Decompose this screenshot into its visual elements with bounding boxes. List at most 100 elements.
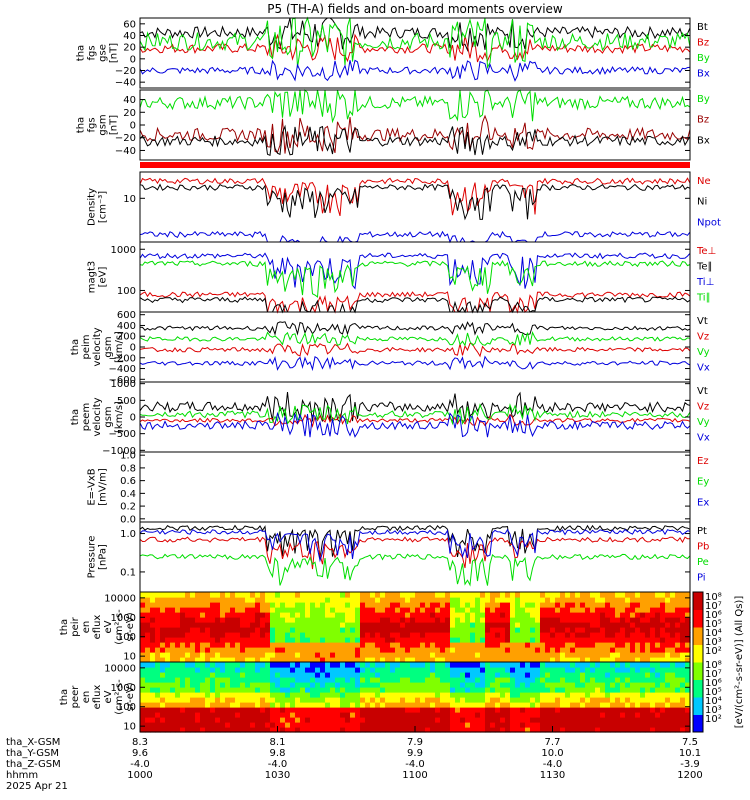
heatmap-cell xyxy=(225,682,231,688)
heatmap-cell xyxy=(495,672,501,678)
heatmap-cell xyxy=(685,722,691,728)
heatmap-cell xyxy=(225,617,231,623)
heatmap-cell xyxy=(320,607,326,613)
heatmap-cell xyxy=(370,592,376,598)
heatmap-cell xyxy=(640,692,646,698)
heatmap-cell xyxy=(520,702,526,708)
heatmap-cell xyxy=(405,607,411,613)
heatmap-cell xyxy=(590,602,596,608)
heatmap-cell xyxy=(615,592,621,598)
heatmap-cell xyxy=(465,667,471,673)
heatmap-cell xyxy=(590,672,596,678)
y-axis-label: sr-eV) xyxy=(125,682,136,711)
heatmap-cell xyxy=(545,672,551,678)
heatmap-cell xyxy=(400,622,406,628)
heatmap-cell xyxy=(540,717,546,723)
heatmap-cell xyxy=(225,707,231,713)
heatmap-cell xyxy=(470,607,476,613)
heatmap-cell xyxy=(525,657,531,663)
heatmap-cell xyxy=(535,692,541,698)
heatmap-cell xyxy=(550,682,556,688)
heatmap-cell xyxy=(330,602,336,608)
heatmap-cell xyxy=(305,607,311,613)
heatmap-cell xyxy=(445,652,451,658)
heatmap-cell xyxy=(285,682,291,688)
series-line-fgs_gse-1 xyxy=(139,33,691,63)
heatmap-cell xyxy=(160,692,166,698)
heatmap-cell xyxy=(395,592,401,598)
heatmap-cell xyxy=(230,702,236,708)
heatmap-cell xyxy=(620,612,626,618)
heatmap-cell xyxy=(240,637,246,643)
heatmap-cell xyxy=(590,677,596,683)
heatmap-cell xyxy=(170,662,176,668)
heatmap-cell xyxy=(475,667,481,673)
heatmap-cell xyxy=(335,692,341,698)
heatmap-cell xyxy=(295,607,301,613)
heatmap-cell xyxy=(335,677,341,683)
heatmap-cell xyxy=(315,612,321,618)
heatmap-cell xyxy=(305,717,311,723)
heatmap-cell xyxy=(360,652,366,658)
heatmap-cell xyxy=(490,632,496,638)
heatmap-cell xyxy=(565,692,571,698)
heatmap-cell xyxy=(280,667,286,673)
heatmap-cell xyxy=(295,657,301,663)
heatmap-cell xyxy=(255,692,261,698)
heatmap-cell xyxy=(455,712,461,718)
heatmap-cell xyxy=(640,637,646,643)
heatmap-cell xyxy=(685,677,691,683)
heatmap-cell xyxy=(385,702,391,708)
heatmap-cell xyxy=(660,652,666,658)
heatmap-cell xyxy=(620,667,626,673)
heatmap-cell xyxy=(410,657,416,663)
heatmap-cell xyxy=(625,727,631,733)
heatmap-cell xyxy=(260,612,266,618)
heatmap-cell xyxy=(340,717,346,723)
heatmap-cell xyxy=(270,637,276,643)
heatmap-cell xyxy=(465,657,471,663)
heatmap-cell xyxy=(340,667,346,673)
heatmap-cell xyxy=(500,722,506,728)
heatmap-cell xyxy=(680,667,686,673)
heatmap-cell xyxy=(220,612,226,618)
heatmap-cell xyxy=(210,672,216,678)
heatmap-cell xyxy=(150,667,156,673)
heatmap-cell xyxy=(680,652,686,658)
heatmap-cell xyxy=(530,717,536,723)
heatmap-cell xyxy=(615,687,621,693)
heatmap-cell xyxy=(375,612,381,618)
heatmap-cell xyxy=(555,617,561,623)
heatmap-cell xyxy=(325,597,331,603)
heatmap-cell xyxy=(685,672,691,678)
heatmap-cell xyxy=(630,692,636,698)
heatmap-cell xyxy=(375,707,381,713)
heatmap-cell xyxy=(335,702,341,708)
heatmap-cell xyxy=(600,647,606,653)
heatmap-cell xyxy=(465,717,471,723)
heatmap-cell xyxy=(625,657,631,663)
heatmap-cell xyxy=(680,662,686,668)
heatmap-cell xyxy=(390,622,396,628)
y-axis-label: [nT] xyxy=(109,43,120,63)
heatmap-cell xyxy=(245,687,251,693)
y-axis-label: tha xyxy=(76,117,87,133)
heatmap-cell xyxy=(525,627,531,633)
heatmap-cell xyxy=(520,612,526,618)
heatmap-cell xyxy=(545,642,551,648)
heatmap-cell xyxy=(240,702,246,708)
heatmap-cell xyxy=(155,697,161,703)
heatmap-cell xyxy=(590,597,596,603)
heatmap-cell xyxy=(670,652,676,658)
heatmap-cell xyxy=(680,722,686,728)
heatmap-cell xyxy=(305,637,311,643)
heatmap-cell xyxy=(495,727,501,733)
heatmap-cell xyxy=(665,602,671,608)
heatmap-cell xyxy=(670,672,676,678)
heatmap-cell xyxy=(540,707,546,713)
heatmap-cell xyxy=(400,682,406,688)
heatmap-cell xyxy=(430,687,436,693)
heatmap-cell xyxy=(645,597,651,603)
heatmap-cell xyxy=(210,617,216,623)
heatmap-cell xyxy=(190,627,196,633)
